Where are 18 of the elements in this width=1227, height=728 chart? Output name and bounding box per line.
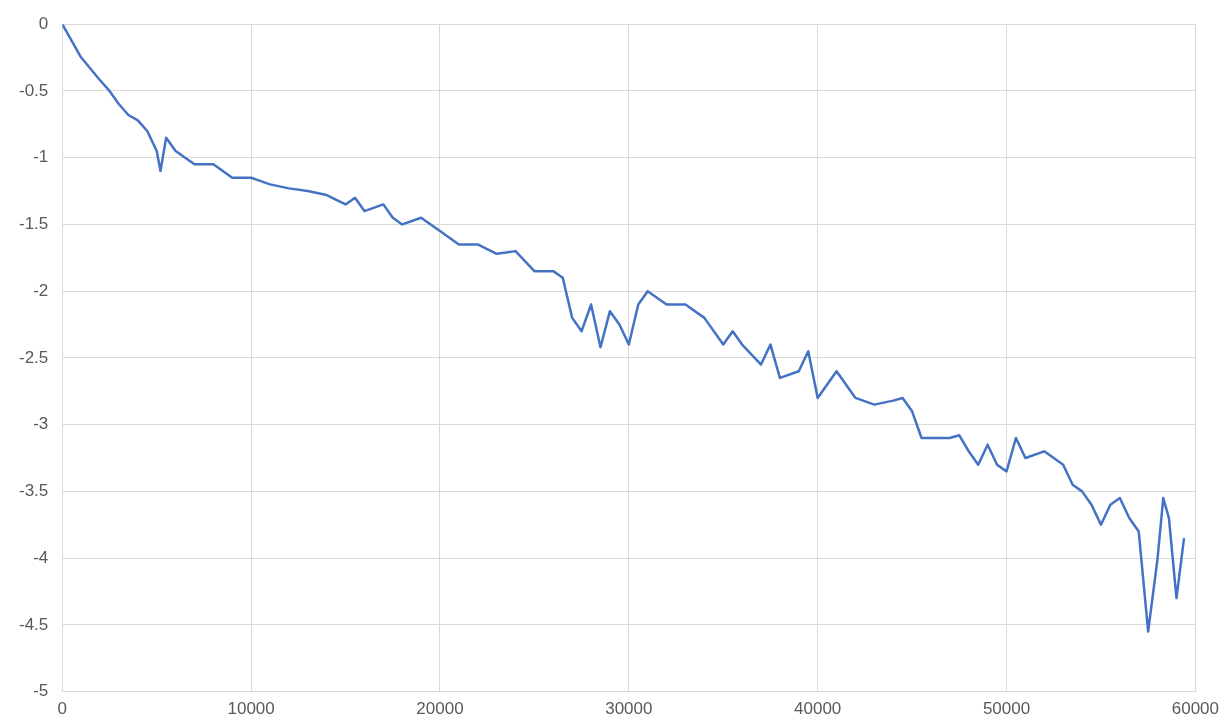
- x-tick-label: 20000: [416, 699, 464, 719]
- y-tick-label: -5: [33, 681, 49, 701]
- x-tick-label: 10000: [227, 699, 275, 719]
- x-tick-label: 50000: [982, 699, 1031, 719]
- x-tick-label: 40000: [794, 699, 842, 719]
- x-tick-label: 60000: [1171, 699, 1219, 719]
- x-tick-label: 30000: [605, 699, 653, 719]
- y-tick-label: 0: [38, 13, 49, 33]
- y-tick-label: -2: [33, 280, 49, 300]
- y-tick-label: -1: [33, 147, 49, 167]
- x-tick-label: 0: [57, 699, 68, 719]
- y-tick-label: -1.5: [19, 214, 49, 234]
- y-tick-label: -3.5: [19, 481, 49, 501]
- y-tick-label: -4.5: [19, 614, 49, 634]
- y-tick-label: -4: [33, 547, 49, 567]
- y-tick-label: -2.5: [19, 347, 49, 367]
- y-tick-label: -0.5: [19, 80, 49, 100]
- y-tick-label: -3: [33, 414, 49, 434]
